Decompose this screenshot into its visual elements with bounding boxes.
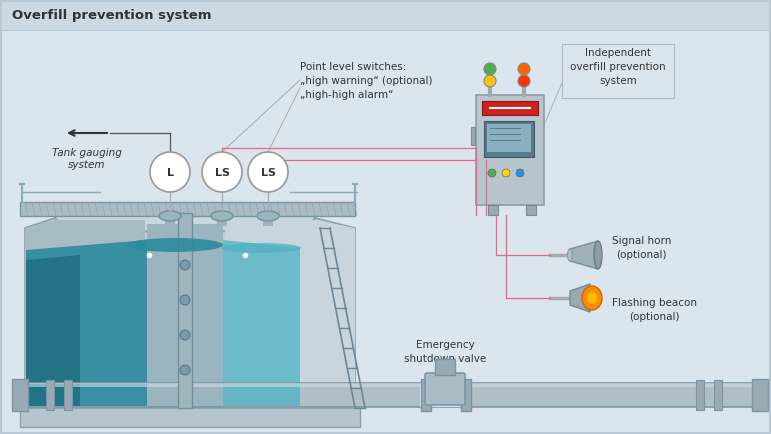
Text: LS: LS: [261, 168, 275, 178]
Ellipse shape: [567, 249, 573, 261]
Ellipse shape: [127, 238, 223, 252]
Ellipse shape: [221, 243, 301, 253]
Ellipse shape: [211, 211, 233, 221]
Ellipse shape: [587, 292, 597, 304]
FancyBboxPatch shape: [46, 380, 54, 410]
Polygon shape: [570, 241, 598, 269]
Circle shape: [180, 260, 190, 270]
FancyBboxPatch shape: [425, 373, 465, 405]
Polygon shape: [570, 284, 590, 312]
Circle shape: [502, 169, 510, 177]
Ellipse shape: [257, 211, 279, 221]
FancyBboxPatch shape: [2, 2, 769, 30]
FancyBboxPatch shape: [484, 121, 534, 157]
Circle shape: [518, 63, 530, 75]
Text: Tank gauging
system: Tank gauging system: [52, 148, 122, 170]
Circle shape: [180, 365, 190, 375]
FancyBboxPatch shape: [435, 359, 455, 375]
Text: L: L: [167, 168, 173, 178]
Text: Emergency
shutdown valve: Emergency shutdown valve: [404, 340, 487, 364]
Circle shape: [484, 75, 496, 87]
Circle shape: [180, 330, 190, 340]
Polygon shape: [147, 224, 223, 408]
Ellipse shape: [159, 211, 181, 221]
Text: Signal horn
(optional): Signal horn (optional): [612, 236, 672, 260]
Circle shape: [248, 152, 288, 192]
FancyBboxPatch shape: [471, 127, 475, 145]
FancyBboxPatch shape: [476, 95, 544, 205]
Circle shape: [484, 63, 496, 75]
FancyBboxPatch shape: [20, 405, 360, 427]
FancyBboxPatch shape: [714, 380, 722, 410]
Circle shape: [488, 169, 496, 177]
Polygon shape: [26, 240, 147, 406]
FancyBboxPatch shape: [488, 205, 498, 215]
FancyBboxPatch shape: [752, 379, 768, 411]
Ellipse shape: [594, 241, 602, 269]
FancyBboxPatch shape: [487, 124, 531, 152]
Text: Overfill prevention system: Overfill prevention system: [12, 10, 211, 23]
FancyBboxPatch shape: [482, 101, 538, 115]
FancyBboxPatch shape: [12, 379, 28, 411]
Ellipse shape: [582, 286, 602, 310]
FancyBboxPatch shape: [526, 205, 536, 215]
FancyBboxPatch shape: [696, 380, 704, 410]
Circle shape: [516, 169, 524, 177]
FancyBboxPatch shape: [421, 379, 431, 411]
FancyBboxPatch shape: [20, 202, 355, 216]
Text: Independent
overfill prevention
system: Independent overfill prevention system: [571, 48, 666, 86]
Polygon shape: [225, 220, 355, 408]
Circle shape: [518, 75, 530, 87]
FancyBboxPatch shape: [461, 379, 471, 411]
Circle shape: [202, 152, 242, 192]
Text: Point level switches:
„high warning“ (optional)
„high-high alarm“: Point level switches: „high warning“ (op…: [300, 62, 433, 100]
Polygon shape: [26, 255, 80, 406]
Polygon shape: [25, 220, 145, 408]
FancyBboxPatch shape: [64, 380, 72, 410]
Text: LS: LS: [214, 168, 230, 178]
Ellipse shape: [55, 204, 315, 232]
FancyBboxPatch shape: [178, 213, 192, 408]
Polygon shape: [223, 240, 300, 406]
Circle shape: [150, 152, 190, 192]
Circle shape: [180, 295, 190, 305]
Polygon shape: [25, 218, 355, 408]
Text: Flashing beacon
(optional): Flashing beacon (optional): [612, 298, 697, 322]
